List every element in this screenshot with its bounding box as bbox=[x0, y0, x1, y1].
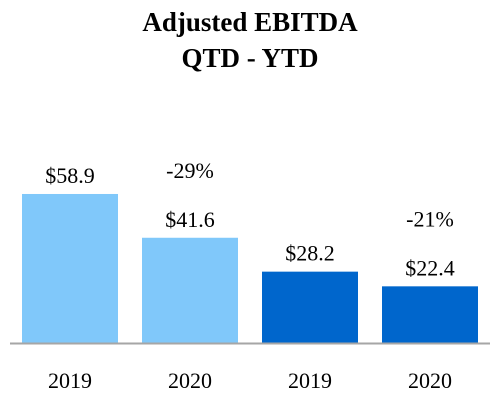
chart-title: Adjusted EBITDA bbox=[142, 7, 358, 37]
value-label-1: $41.6 bbox=[165, 207, 215, 232]
x-tick-label-1: 2020 bbox=[168, 368, 212, 393]
x-tick-label-0: 2019 bbox=[48, 368, 92, 393]
bar-2 bbox=[262, 271, 358, 343]
value-label-3: $22.4 bbox=[405, 255, 455, 280]
value-label-0: $58.9 bbox=[45, 163, 95, 188]
bars-group bbox=[22, 193, 478, 343]
chart-subtitle: QTD - YTD bbox=[181, 43, 319, 73]
x-tick-label-2: 2019 bbox=[288, 368, 332, 393]
x-tick-label-3: 2020 bbox=[408, 368, 452, 393]
change-annotation-1: -21% bbox=[406, 206, 454, 231]
labels-group: $58.9 $41.6 $28.2 $22.4 -29% -21% 2019 2020 2019… bbox=[45, 158, 455, 393]
bar-0 bbox=[22, 193, 118, 343]
change-annotation-0: -29% bbox=[166, 158, 214, 183]
value-label-2: $28.2 bbox=[285, 241, 335, 266]
bar-1 bbox=[142, 237, 238, 343]
bar-3 bbox=[382, 286, 478, 343]
